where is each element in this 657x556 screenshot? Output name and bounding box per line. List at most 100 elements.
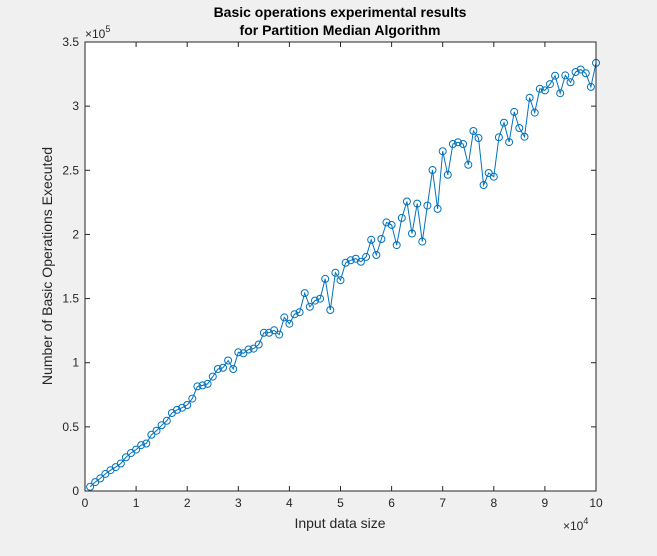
data-point <box>413 199 422 208</box>
data-point <box>275 330 284 339</box>
x-axis-multiplier: ×104 <box>563 516 588 533</box>
x-multiplier-base: ×10 <box>563 519 584 533</box>
y-axis-multiplier: ×105 <box>85 24 110 41</box>
data-point <box>219 363 227 372</box>
chart-title-line-1: Basic operations experimental results <box>214 4 467 20</box>
data-point <box>295 308 304 317</box>
data-point <box>484 169 493 177</box>
data-point <box>183 401 192 409</box>
data-point <box>193 382 202 391</box>
data-point <box>213 365 222 373</box>
data-point <box>556 89 565 98</box>
data-point <box>520 132 529 141</box>
data-point <box>443 170 452 179</box>
plot-area <box>85 42 596 491</box>
y-tick-label: 3 <box>72 99 79 113</box>
data-point <box>561 71 570 80</box>
x-tick-label: 5 <box>337 496 344 510</box>
data-point <box>321 274 330 283</box>
data-point <box>254 340 263 349</box>
data-point <box>469 127 478 135</box>
data-point <box>208 372 217 381</box>
data-point <box>540 86 549 95</box>
data-point <box>448 140 457 148</box>
data-point <box>142 439 151 448</box>
data-point <box>571 68 580 76</box>
data-point <box>290 310 299 319</box>
data-point <box>305 302 314 311</box>
x-tick-label: 9 <box>542 496 549 510</box>
data-point <box>91 478 100 487</box>
data-point <box>96 474 105 483</box>
data-point <box>244 345 253 354</box>
data-point <box>474 134 483 142</box>
y-tick-label: 1 <box>72 356 79 370</box>
data-point <box>147 430 156 439</box>
x-tick-label: 10 <box>589 496 603 510</box>
data-point <box>316 294 325 303</box>
y-multiplier-base: ×10 <box>85 27 106 41</box>
data-point <box>356 257 365 266</box>
x-tick-label: 8 <box>490 496 497 510</box>
data-point <box>500 118 508 127</box>
x-tick-label: 1 <box>133 496 140 510</box>
series-layer <box>86 58 600 491</box>
data-point <box>387 220 396 229</box>
y-tick-label: 1.5 <box>62 292 79 306</box>
data-point <box>121 453 130 462</box>
data-point <box>576 65 585 74</box>
y-tick-label: 0.5 <box>62 420 79 434</box>
data-point <box>259 328 268 337</box>
data-point <box>581 69 590 78</box>
data-point <box>331 268 340 277</box>
data-point <box>489 172 498 181</box>
data-point <box>494 133 503 142</box>
data-point <box>408 229 416 238</box>
data-point <box>326 306 335 314</box>
x-tick-label: 7 <box>439 496 446 510</box>
data-point <box>377 235 386 243</box>
data-point <box>203 379 212 388</box>
data-point <box>311 296 319 305</box>
data-point <box>586 82 595 91</box>
data-point <box>402 197 411 206</box>
data-point <box>566 78 575 87</box>
data-point <box>392 241 401 250</box>
x-axis-label: Input data size <box>294 515 385 531</box>
data-point <box>224 356 233 365</box>
data-point <box>505 138 514 147</box>
y-tick-label: 3.5 <box>62 35 79 49</box>
data-point <box>152 426 161 435</box>
data-point <box>265 328 273 337</box>
ticks-layer: 0 1 2 3 4 5 6 7 8 9 10 0 0.5 1 1.5 2 2.5 3 3.5 <box>62 35 603 510</box>
data-point <box>546 80 554 89</box>
data-point <box>300 289 309 298</box>
data-point <box>132 445 141 454</box>
data-point <box>229 365 238 373</box>
data-point <box>367 235 376 244</box>
data-point <box>535 84 544 93</box>
data-point <box>454 138 462 147</box>
data-point <box>101 469 110 478</box>
x-tick-label: 6 <box>388 496 395 510</box>
data-point <box>530 108 539 117</box>
data-point <box>433 204 442 213</box>
data-point <box>479 181 488 189</box>
x-tick-label: 3 <box>235 496 242 510</box>
y-tick-label: 2 <box>72 227 79 241</box>
data-point <box>423 201 432 210</box>
data-point <box>397 213 406 222</box>
y-tick-label: 2.5 <box>62 163 79 177</box>
data-point <box>362 252 371 261</box>
data-point <box>234 348 243 357</box>
data-point <box>459 140 468 148</box>
x-multiplier-exponent: 4 <box>583 516 588 526</box>
data-point <box>346 256 355 265</box>
data-point <box>239 349 248 358</box>
data-point <box>551 71 560 80</box>
data-point <box>280 313 289 322</box>
x-tick-label: 4 <box>286 496 293 510</box>
data-point <box>515 124 524 132</box>
